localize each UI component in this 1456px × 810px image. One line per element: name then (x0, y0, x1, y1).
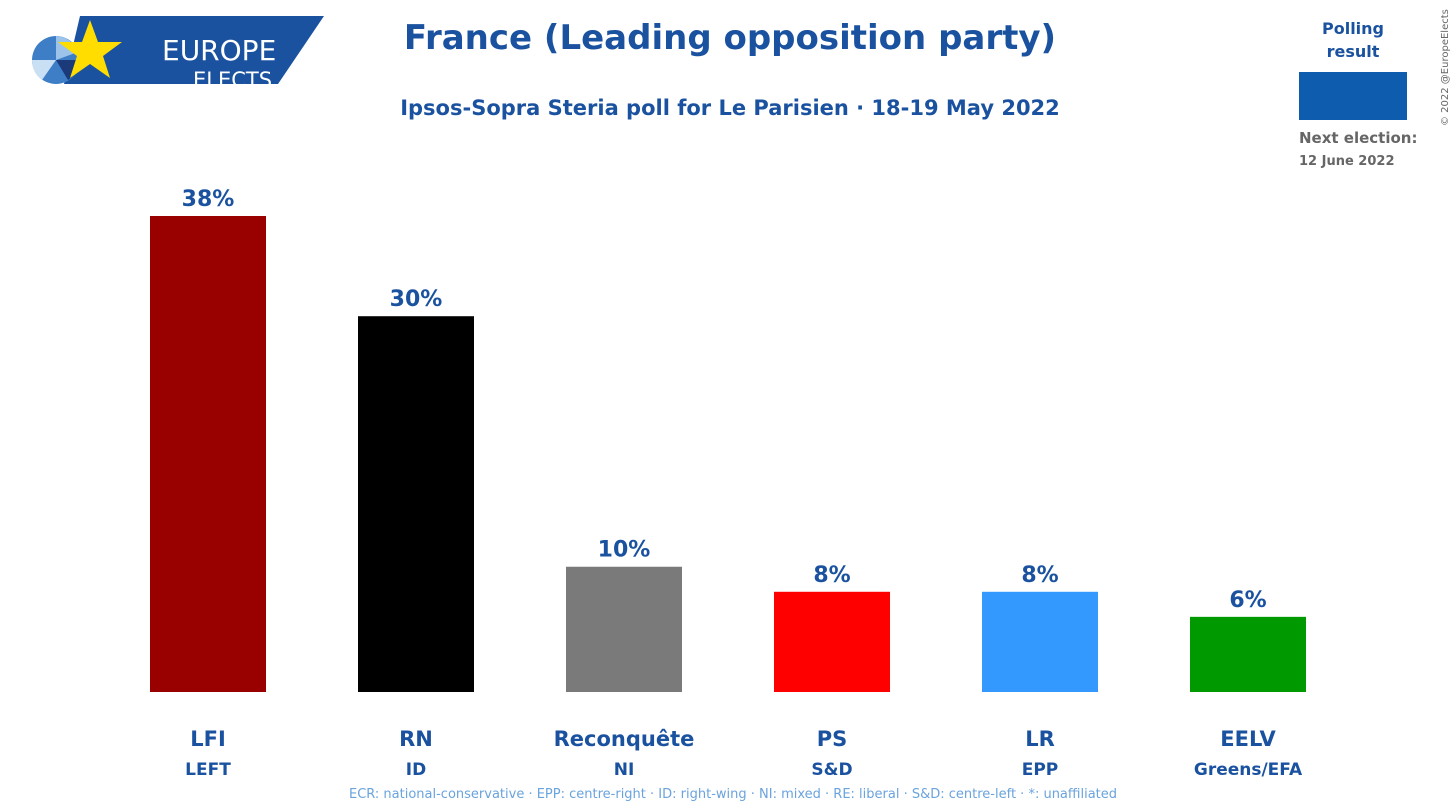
logo-text-elects: ELECTS (193, 68, 273, 92)
group-label-0: LEFT (185, 760, 231, 780)
value-label-3: 8% (813, 563, 850, 588)
group-label-3: S&D (811, 760, 852, 780)
bar-0 (150, 216, 266, 692)
group-label-5: Greens/EFA (1194, 760, 1303, 780)
legend-label: Polling result (1321, 19, 1384, 61)
category-label-3: PS (817, 727, 848, 751)
chart-title: France (Leading opposition party) (403, 18, 1057, 58)
group-label-2: NI (614, 760, 635, 780)
category-label-2: Reconquête (554, 727, 695, 751)
group-label-4: EPP (1022, 760, 1059, 780)
category-label-1: RN (399, 727, 433, 751)
bar-1 (358, 316, 474, 692)
category-label-0: LFI (190, 727, 226, 751)
value-label-4: 8% (1021, 563, 1058, 588)
value-label-1: 30% (390, 287, 443, 312)
group-label-1: ID (406, 760, 426, 780)
bar-5 (1190, 616, 1306, 692)
bar-2 (566, 566, 682, 692)
bar-4 (982, 591, 1098, 692)
logo-graphic (31, 16, 324, 84)
footer-legend: ECR: national-conservative · EPP: centre… (348, 787, 1118, 802)
next-election-label: Next election: (1299, 129, 1418, 147)
logo-text-europe: EUROPE (162, 34, 277, 67)
value-label-0: 38% (182, 187, 235, 212)
value-label-5: 6% (1229, 588, 1266, 613)
value-label-2: 10% (598, 538, 651, 563)
bar-3 (774, 591, 890, 692)
legend-swatch (1299, 72, 1407, 120)
chart-subtitle: Ipsos-Sopra Steria poll for Le Parisien … (400, 96, 1060, 120)
category-label-4: LR (1025, 727, 1055, 751)
europe-elects-logo: EUROPE ELECTS (28, 16, 324, 92)
category-label-5: EELV (1220, 727, 1276, 751)
next-election-date: 12 June 2022 (1299, 154, 1395, 169)
